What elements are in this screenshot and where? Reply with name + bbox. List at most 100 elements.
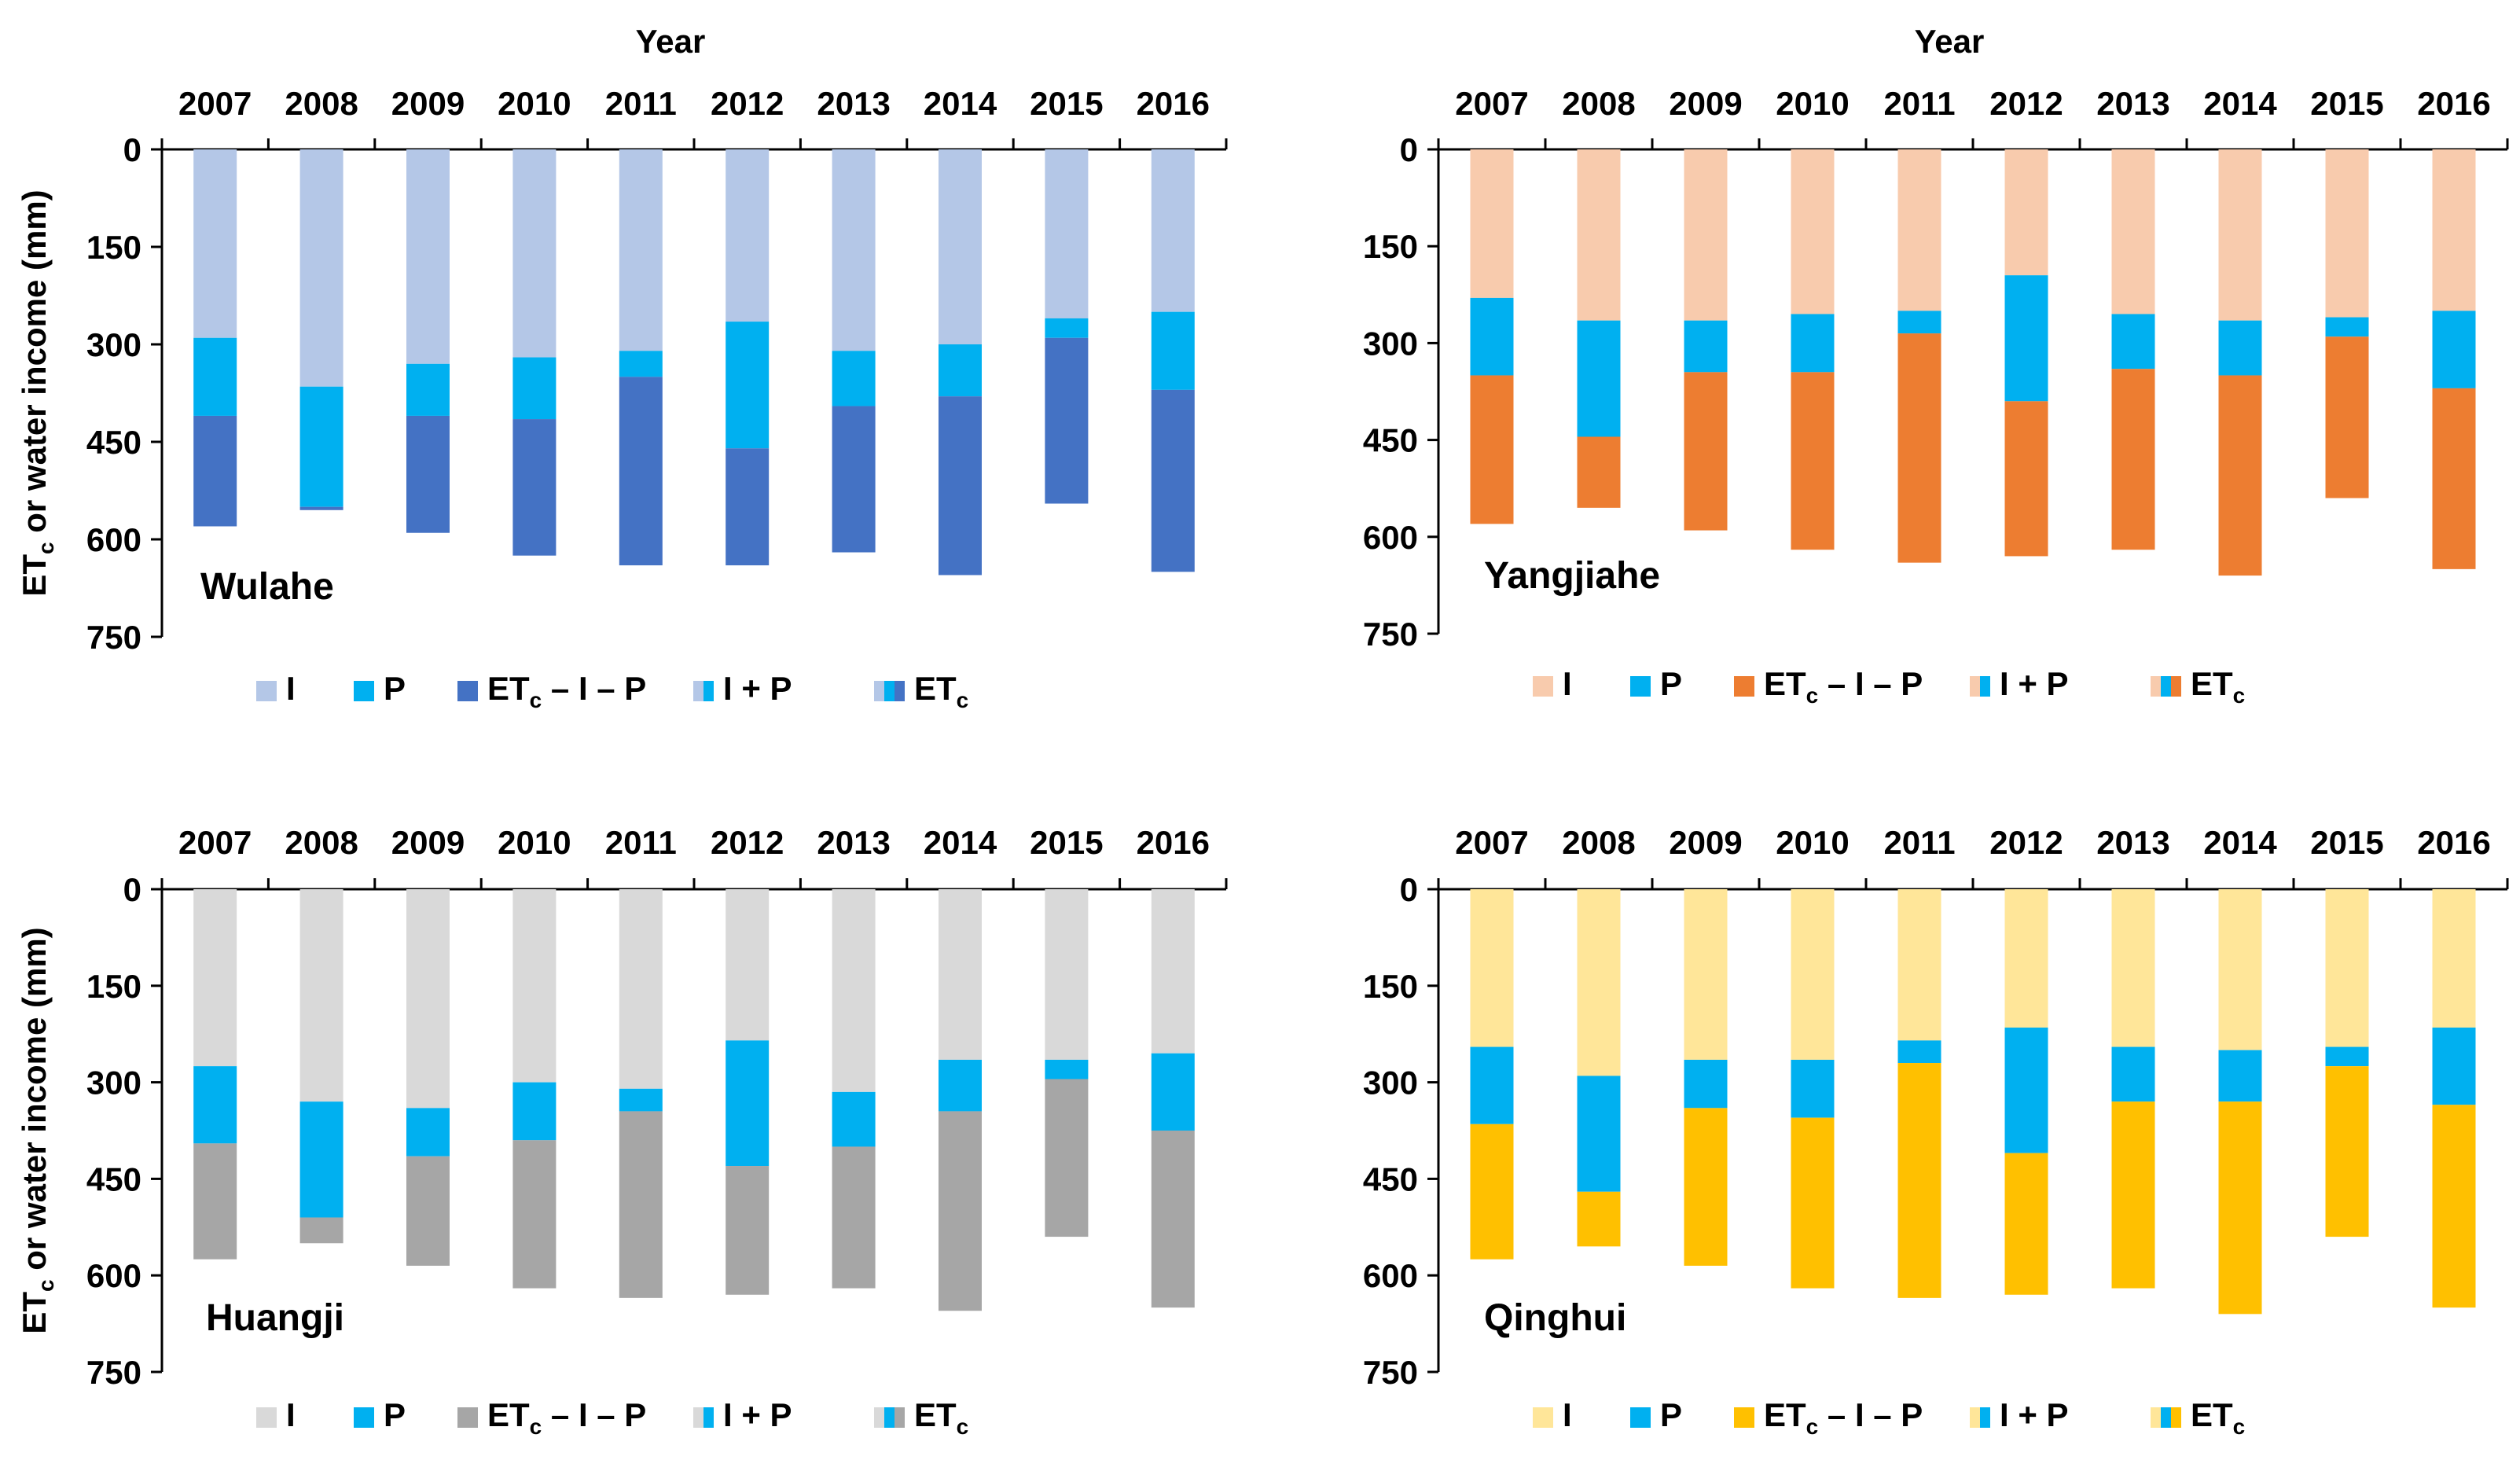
x-tick-label: 2014 — [2203, 85, 2277, 122]
legend-label-residual: ETc – I – P — [1764, 665, 1923, 708]
bar-residual — [1577, 1191, 1621, 1247]
y-tick-label: 600 — [86, 1257, 141, 1294]
bar-precipitation — [1791, 314, 1835, 373]
bar-irrigation — [1897, 889, 1941, 1041]
legend-swatch-i — [1533, 1407, 1553, 1428]
y-tick-label: 750 — [86, 619, 141, 656]
legend-label-ip: I + P — [2000, 665, 2069, 702]
bar-residual — [832, 1146, 876, 1289]
bar-residual — [1151, 389, 1195, 572]
legend-label-i: I — [286, 1396, 296, 1433]
bar-precipitation — [939, 1059, 982, 1112]
bar-residual — [1791, 1117, 1835, 1289]
y-tick-label: 750 — [1363, 616, 1418, 653]
bar-precipitation — [1470, 297, 1514, 376]
bar-irrigation — [2218, 889, 2262, 1050]
x-tick-label: 2011 — [605, 85, 677, 122]
x-tick-label: 2011 — [605, 824, 677, 861]
bar-residual — [2432, 388, 2476, 569]
bar-irrigation — [1791, 149, 1835, 314]
bar-residual — [299, 506, 343, 510]
chart-panel-yangjiahe: Year 2007 2008 2009 2010 2011 2012 2013 2014 2015… — [1363, 23, 2509, 708]
bar-residual — [2004, 401, 2048, 557]
y-tick-label: 150 — [1363, 968, 1418, 1005]
bar-irrigation — [2004, 889, 2048, 1028]
bar-residual — [1470, 375, 1514, 524]
bar-residual — [1897, 1063, 1941, 1298]
bar-residual — [2111, 1101, 2155, 1289]
legend-swatch-ip-i — [693, 1407, 703, 1428]
legend-label-etc: ETc — [914, 1396, 968, 1439]
x-tick-label: 2010 — [498, 85, 571, 122]
bar-irrigation — [832, 149, 876, 351]
bar-irrigation — [832, 889, 876, 1092]
legend: I P ETc – I – P I + P ETc — [1533, 1396, 2245, 1439]
x-tick-label: 2016 — [2417, 85, 2490, 122]
bar-irrigation — [2325, 889, 2369, 1047]
legend-swatch-residual — [457, 681, 478, 701]
legend: I P ETc – I – P I + P ETc — [256, 670, 968, 712]
y-tick-label: 750 — [1363, 1354, 1418, 1391]
bar-residual — [2004, 1153, 2048, 1295]
bar-irrigation — [2004, 149, 2048, 276]
bar-residual — [726, 448, 770, 566]
bar-precipitation — [1791, 1059, 1835, 1118]
bar-precipitation — [726, 1040, 770, 1167]
x-tick-label: 2009 — [391, 824, 465, 861]
legend-swatch-etc-i — [874, 1407, 884, 1428]
bar-residual — [1151, 1131, 1195, 1308]
y-tick-label: 600 — [1363, 1257, 1418, 1294]
legend: I P ETc – I – P I + P ETc — [256, 1396, 968, 1439]
legend-swatch-ip-i — [693, 681, 703, 701]
bar-irrigation — [1470, 149, 1514, 298]
x-tick-label: 2016 — [1137, 824, 1210, 861]
x-tick-label: 2010 — [1776, 824, 1849, 861]
bar-irrigation — [939, 889, 982, 1060]
bar-precipitation — [832, 351, 876, 406]
x-tick-label: 2008 — [1562, 85, 1635, 122]
bar-precipitation — [299, 1101, 343, 1218]
bar-irrigation — [1045, 889, 1089, 1060]
bar-irrigation — [2432, 889, 2476, 1028]
legend-swatch-residual — [457, 1407, 478, 1428]
legend-swatch-etc-p — [2161, 676, 2171, 697]
bar-irrigation — [726, 889, 770, 1041]
bar-residual — [512, 1140, 557, 1289]
y-tick-label: 600 — [86, 521, 141, 558]
bar-irrigation — [2111, 889, 2155, 1047]
legend-label-etc: ETc — [914, 670, 968, 712]
bar-irrigation — [193, 149, 237, 338]
bar-precipitation — [1151, 311, 1195, 390]
bar-residual — [619, 377, 663, 566]
bar-irrigation — [1470, 889, 1514, 1047]
legend-label-p: P — [1660, 665, 1682, 702]
bar-irrigation — [2432, 149, 2476, 311]
y-tick-label: 300 — [86, 1065, 141, 1101]
x-tick-label: 2016 — [1137, 85, 1210, 122]
bar-precipitation — [193, 1066, 237, 1144]
bar-residual — [2432, 1105, 2476, 1308]
y-tick-label: 0 — [1400, 131, 1418, 168]
x-tick-label: 2012 — [1989, 85, 2063, 122]
bar-precipitation — [2004, 1028, 2048, 1153]
legend-label-residual: ETc – I – P — [487, 670, 646, 712]
y-tick-label: 0 — [123, 871, 141, 908]
y-tick-label: 450 — [1363, 422, 1418, 459]
bar-residual — [939, 396, 982, 576]
legend-swatch-i — [256, 681, 277, 701]
bar-precipitation — [2218, 1050, 2262, 1102]
x-tick-label: 2013 — [2096, 824, 2169, 861]
bar-residual — [2218, 1101, 2262, 1315]
x-tick-label: 2012 — [711, 824, 784, 861]
legend-label-p: P — [384, 1396, 406, 1433]
bar-precipitation — [299, 386, 343, 507]
bar-residual — [1684, 1108, 1728, 1266]
site-label: Huangji — [206, 1297, 344, 1339]
bar-precipitation — [2111, 1046, 2155, 1102]
y-tick-label: 450 — [86, 1160, 141, 1197]
bar-irrigation — [512, 149, 557, 358]
legend-swatch-p — [1630, 676, 1651, 697]
bar-precipitation — [1151, 1053, 1195, 1131]
x-tick-label: 2015 — [1030, 85, 1103, 122]
bar-irrigation — [1684, 889, 1728, 1060]
